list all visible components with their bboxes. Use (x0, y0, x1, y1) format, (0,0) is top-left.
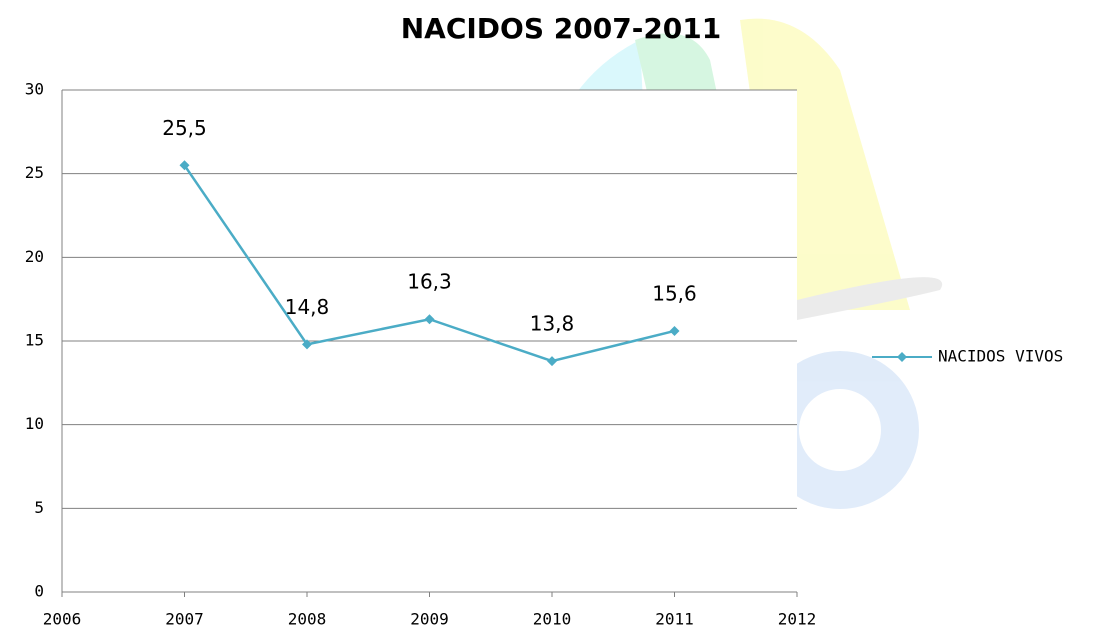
data-label: 25,5 (162, 116, 207, 140)
chart-title: NACIDOS 2007-2011 (401, 12, 722, 45)
y-tick-label: 30 (25, 80, 44, 99)
data-label: 15,6 (652, 281, 697, 305)
x-tick-label: 2011 (655, 610, 694, 629)
marker (424, 314, 435, 325)
data-label: 14,8 (285, 295, 330, 319)
y-tick-label: 15 (25, 331, 44, 350)
marker (179, 160, 190, 171)
x-tick-label: 2009 (410, 610, 449, 629)
legend: NACIDOS VIVOS (872, 347, 1063, 366)
y-tick-label: 10 (25, 414, 44, 433)
marker (302, 339, 312, 350)
y-tick-label: 0 (34, 582, 44, 601)
legend-label: NACIDOS VIVOS (938, 347, 1063, 366)
x-tick-label: 2006 (43, 610, 82, 629)
data-label: 13,8 (530, 312, 575, 336)
x-tick-label: 2008 (288, 610, 327, 629)
x-tick-label: 2007 (165, 610, 204, 629)
marker (669, 325, 680, 336)
legend-marker (897, 352, 907, 362)
x-tick-label: 2010 (533, 610, 572, 629)
marker (547, 356, 557, 367)
x-tick-label: 2012 (778, 610, 817, 629)
y-tick-label: 25 (25, 163, 44, 182)
data-label: 16,3 (407, 270, 452, 294)
y-tick-label: 5 (34, 498, 44, 517)
y-tick-label: 20 (25, 247, 44, 266)
